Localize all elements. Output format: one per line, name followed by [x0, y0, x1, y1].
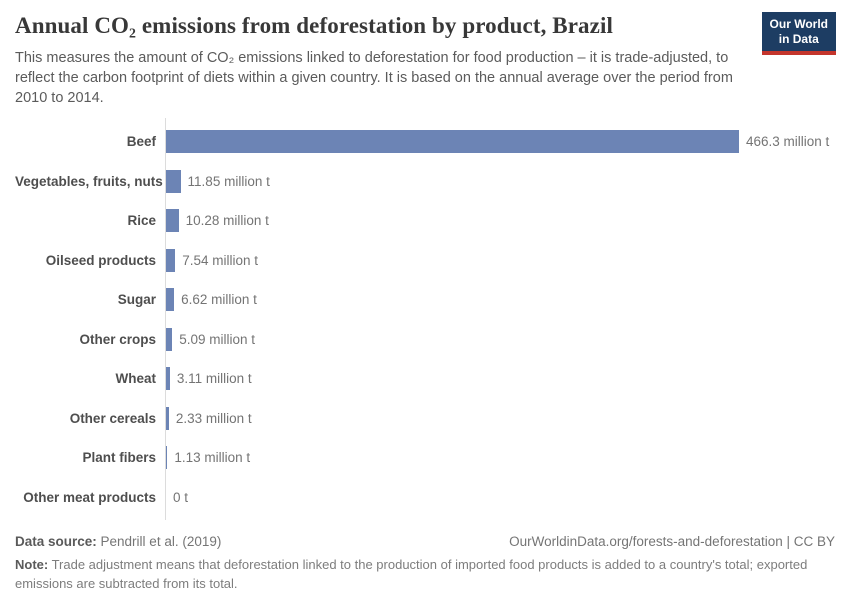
bar[interactable] [166, 130, 739, 154]
owid-logo-line1: Our World [769, 17, 828, 31]
chart-row: Other crops 5.09 million t [15, 320, 835, 360]
category-label: Plant fibers [82, 450, 156, 466]
chart-row: Other cereals 2.33 million t [15, 399, 835, 439]
bar[interactable] [166, 169, 181, 193]
bar-zone: 3.11 million t [165, 367, 835, 391]
value-label: 2.33 million t [175, 410, 252, 426]
owid-url-link[interactable]: OurWorldinData.org/forests-and-deforesta… [509, 534, 835, 549]
bar[interactable] [166, 248, 176, 272]
category-label: Oilseed products [45, 252, 156, 268]
note-label: Note: [15, 557, 49, 572]
chart-row: Rice 10.28 million t [15, 201, 835, 241]
value-label: 5.09 million t [179, 331, 256, 347]
category-label: Wheat [115, 371, 157, 387]
bar-zone: 466.3 million t [165, 130, 835, 154]
chart-rows: Beef 466.3 million t Vegetables, fruits, n… [15, 122, 835, 517]
category-label: Other meat products [23, 489, 156, 505]
chart-subtitle: This measures the amount of CO₂ emission… [15, 50, 733, 106]
category-label: Vegetables, fruits, nuts [15, 173, 163, 189]
bar-zone: 0 t [165, 486, 835, 509]
value-label: 3.11 million t [176, 371, 252, 387]
value-label: 0 t [173, 489, 189, 505]
category-label: Rice [127, 213, 156, 229]
data-source-value: Pendrill et al. (2019) [96, 534, 222, 549]
value-label: 466.3 million t [746, 134, 830, 150]
value-label: 1.13 million t [174, 450, 251, 466]
bar-zone: 7.54 million t [165, 248, 835, 272]
chart-row: Other meat products 0 t [15, 478, 835, 518]
chart-row: Wheat 3.11 million t [15, 359, 835, 399]
page-title: Annual CO₂ emissions from deforestation … [15, 13, 613, 38]
chart-note: Note: Trade adjustment means that defore… [15, 556, 820, 594]
bar[interactable] [166, 288, 175, 312]
chart-row: Beef 466.3 million t [15, 122, 835, 162]
bar-zone: 2.33 million t [165, 406, 835, 430]
y-axis-line [165, 118, 166, 520]
note-text: Trade adjustment means that deforestatio… [15, 557, 808, 591]
value-label: 11.85 million t [187, 173, 270, 189]
bar[interactable] [166, 327, 173, 351]
bar-chart: Beef 466.3 million t Vegetables, fruits, n… [15, 118, 835, 520]
source-line: Data source: Pendrill et al. (2019) OurW… [15, 534, 835, 549]
bar[interactable] [166, 446, 168, 470]
owid-logo[interactable]: Our World in Data [761, 12, 836, 55]
data-source: Data source: Pendrill et al. (2019) [15, 534, 221, 549]
bar-zone: 6.62 million t [165, 288, 835, 312]
bar-zone: 11.85 million t [165, 169, 835, 193]
value-label: 10.28 million t [185, 213, 269, 229]
bar[interactable] [166, 406, 169, 430]
chart-row: Plant fibers 1.13 million t [15, 438, 835, 478]
category-label: Other cereals [69, 410, 156, 426]
chart-row: Vegetables, fruits, nuts 11.85 million t [15, 162, 835, 202]
value-label: 6.62 million t [181, 292, 257, 308]
bar[interactable] [166, 209, 179, 233]
bar-zone: 10.28 million t [165, 209, 835, 233]
value-label: 7.54 million t [182, 252, 259, 268]
chart-header: Annual CO₂ emissions from deforestation … [0, 0, 850, 108]
bar-zone: 1.13 million t [165, 446, 835, 470]
bar-zone: 5.09 million t [165, 327, 835, 351]
chart-row: Sugar 6.62 million t [15, 280, 835, 320]
bar[interactable] [166, 367, 170, 391]
category-label: Other crops [79, 331, 156, 347]
chart-row: Oilseed products 7.54 million t [15, 241, 835, 281]
category-label: Sugar [117, 292, 156, 308]
data-source-label: Data source: [15, 534, 97, 549]
category-label: Beef [126, 134, 156, 150]
chart-footer: Data source: Pendrill et al. (2019) OurW… [0, 534, 850, 594]
owid-logo-line2: in Data [778, 32, 819, 46]
